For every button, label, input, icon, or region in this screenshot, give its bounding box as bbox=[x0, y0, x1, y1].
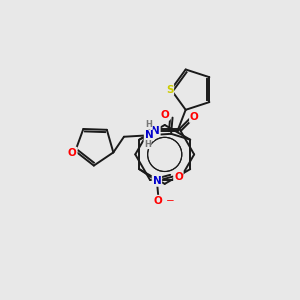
Text: N: N bbox=[145, 130, 153, 140]
Text: −: − bbox=[166, 196, 175, 206]
Text: H: H bbox=[146, 120, 152, 129]
Text: O: O bbox=[174, 172, 183, 182]
Text: O: O bbox=[190, 112, 199, 122]
Text: O: O bbox=[161, 110, 170, 120]
Text: N: N bbox=[151, 126, 160, 136]
Text: O: O bbox=[68, 148, 77, 158]
Text: H: H bbox=[144, 140, 151, 148]
Text: S: S bbox=[166, 85, 173, 94]
Text: O: O bbox=[154, 196, 163, 206]
Text: N: N bbox=[152, 176, 161, 186]
